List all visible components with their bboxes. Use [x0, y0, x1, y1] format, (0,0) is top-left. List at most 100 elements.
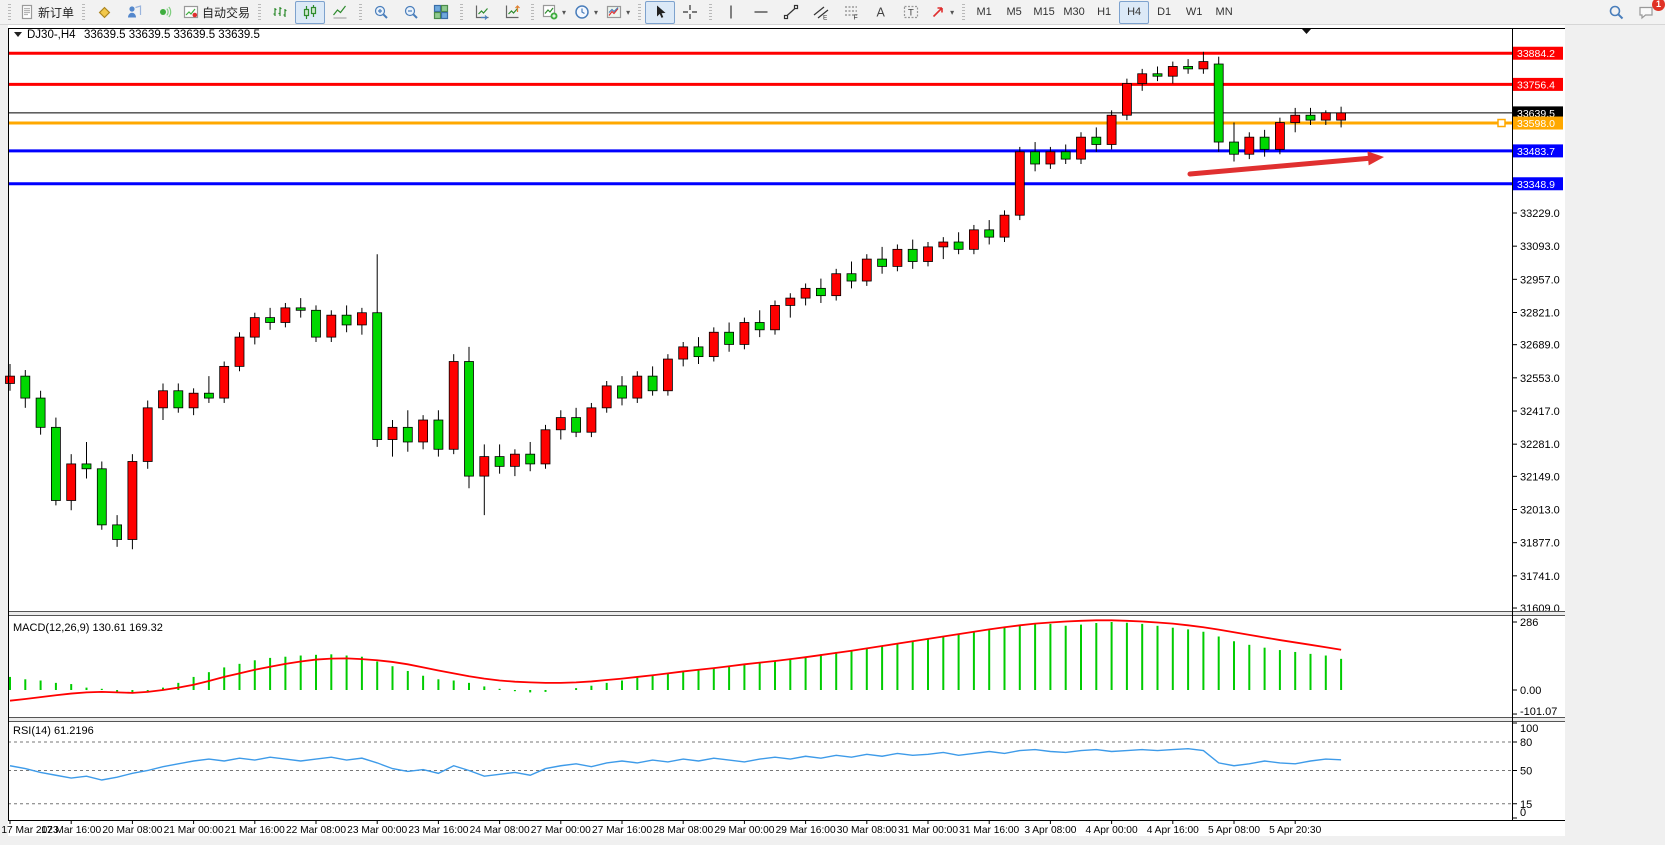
data-window-icon [126, 4, 142, 20]
price-line-label: 33348.9 [1517, 179, 1555, 191]
panel-separator[interactable] [8, 717, 1565, 722]
bar-chart-icon [272, 4, 288, 20]
arrows-dropdown[interactable]: ▾ [926, 1, 958, 24]
arrows-icon [930, 4, 946, 20]
candlestick-chart-button[interactable] [295, 0, 326, 24]
fibo-icon: F [843, 4, 859, 20]
horizontal-line-objects[interactable] [8, 51, 1512, 186]
chart-canvas: DJ30-,H4 33639.5 33639.5 33639.5 33639.5 3… [0, 25, 1665, 845]
caret-down-icon: ▾ [626, 7, 631, 17]
channel-icon: E [813, 4, 829, 20]
search-button[interactable] [1601, 1, 1631, 24]
horizontal-line-button[interactable] [746, 1, 776, 24]
line-chart-icon [332, 4, 348, 20]
toolbar-grip [359, 3, 363, 21]
price-tick-label: 31741.0 [1520, 571, 1560, 583]
equidistant-channel-button[interactable]: E [806, 1, 836, 24]
data-window-button[interactable] [119, 1, 149, 24]
timeframe-m30-button[interactable]: M30 [1063, 6, 1085, 18]
panel-separator[interactable] [8, 611, 1565, 616]
time-tick-label: 4 Apr 16:00 [1147, 825, 1199, 836]
vertical-line-button[interactable] [716, 1, 746, 24]
time-tick-label: 5 Apr 08:00 [1208, 825, 1260, 836]
market-watch-button[interactable] [89, 1, 119, 24]
caret-down-icon: ▾ [950, 7, 955, 17]
symbol-period-label: DJ30-,H4 [27, 29, 76, 41]
indicators-icon [542, 4, 558, 20]
tile-windows-button[interactable] [426, 1, 456, 24]
time-tick-label: 28 Mar 08:00 [653, 825, 713, 836]
rsi-axis-label: 0 [1520, 807, 1526, 819]
timeframe-m5-button[interactable]: M5 [1006, 6, 1022, 18]
time-tick-label: 30 Mar 08:00 [837, 825, 897, 836]
periods-dropdown[interactable]: ▾ [570, 1, 602, 24]
trendline-icon [783, 4, 799, 20]
time-tick-label: 4 Apr 00:00 [1086, 825, 1138, 836]
toolbar-grip [709, 3, 713, 21]
timeframe-m15-button[interactable]: M15 [1033, 6, 1055, 18]
symbol-dropdown-icon[interactable] [14, 32, 22, 37]
price-line-label: 33756.4 [1517, 79, 1555, 91]
bar-chart-button[interactable] [265, 1, 295, 24]
rsi-subwindow: 100 80 50 150 RSI(14) 61.2196 [8, 722, 1538, 819]
autotrading-button-label: 自动交易 [202, 5, 251, 20]
line-selection-handle[interactable] [1497, 118, 1506, 128]
toolbar-grip [8, 3, 11, 21]
fibonacci-button[interactable]: F [836, 1, 866, 24]
text-label-icon: T [903, 4, 919, 20]
toolbar-grip [82, 3, 86, 21]
zoom-in-icon [373, 4, 389, 20]
templates-dropdown[interactable]: ▾ [602, 1, 634, 24]
trendline-button[interactable] [776, 1, 806, 24]
zoom-out-button[interactable] [396, 1, 426, 24]
time-tick-label: 3 Apr 08:00 [1024, 825, 1076, 836]
notification-badge: 1 [1652, 0, 1665, 11]
new-order-button[interactable]: 新订单 [15, 1, 78, 24]
time-tick-label: 5 Apr 20:30 [1269, 825, 1321, 836]
navigator-button[interactable] [149, 1, 179, 24]
svg-text:F: F [854, 15, 858, 21]
chart-window: DJ30-,H4 33639.5 33639.5 33639.5 33639.5 3… [0, 25, 1665, 845]
timeframe-mn-button[interactable]: MN [1215, 6, 1233, 18]
chat-icon [1638, 4, 1654, 20]
text-label-button[interactable]: T [896, 1, 926, 24]
auto-scroll-icon [474, 4, 490, 20]
trend-arrow-annotation[interactable] [1187, 151, 1384, 177]
timeframe-m1-button[interactable]: M1 [976, 6, 992, 18]
time-tick-label: 23 Mar 16:00 [408, 825, 468, 836]
caret-down-icon: ▾ [594, 7, 599, 17]
periods-icon [574, 4, 590, 20]
autotrading-button[interactable]: 自动交易 [179, 1, 254, 24]
time-tick-label: 21 Mar 00:00 [164, 825, 224, 836]
timeframe-h4-button[interactable]: H4 [1119, 0, 1150, 24]
toolbar-grip [531, 3, 535, 21]
rsi-label: RSI(14) 61.2196 [13, 725, 94, 737]
timeframe-w1-button[interactable]: W1 [1185, 6, 1203, 18]
cursor-icon [652, 4, 668, 20]
zoom-in-button[interactable] [366, 1, 396, 24]
crosshair-icon [682, 4, 698, 20]
chat-button[interactable]: 1 [1631, 0, 1665, 24]
new-order-icon [19, 4, 35, 20]
price-tick-label: 32689.0 [1520, 340, 1560, 352]
crosshair-button[interactable] [675, 1, 705, 24]
chart-title: DJ30-,H4 33639.5 33639.5 33639.5 33639.5 [14, 29, 260, 41]
navigator-icon [156, 4, 172, 20]
chart-window-menu-icon[interactable] [1302, 29, 1311, 34]
timeframe-d1-button[interactable]: D1 [1157, 6, 1172, 18]
toolbar-grip [258, 3, 262, 21]
price-line-label: 33483.7 [1517, 146, 1555, 158]
cursor-button[interactable] [645, 0, 676, 24]
line-chart-button[interactable] [325, 1, 355, 24]
search-icon [1608, 4, 1624, 20]
indicators-dropdown[interactable]: ▾ [538, 1, 570, 24]
chart-shift-button[interactable] [497, 1, 527, 24]
hline-icon [753, 4, 769, 20]
price-line-label: 33884.2 [1517, 48, 1555, 60]
text-button[interactable]: A [866, 1, 896, 24]
auto-scroll-button[interactable] [467, 1, 497, 24]
price-tick-label: 33093.0 [1520, 241, 1560, 253]
price-tick-label: 32013.0 [1520, 505, 1560, 517]
timeframe-h1-button[interactable]: H1 [1097, 6, 1112, 18]
